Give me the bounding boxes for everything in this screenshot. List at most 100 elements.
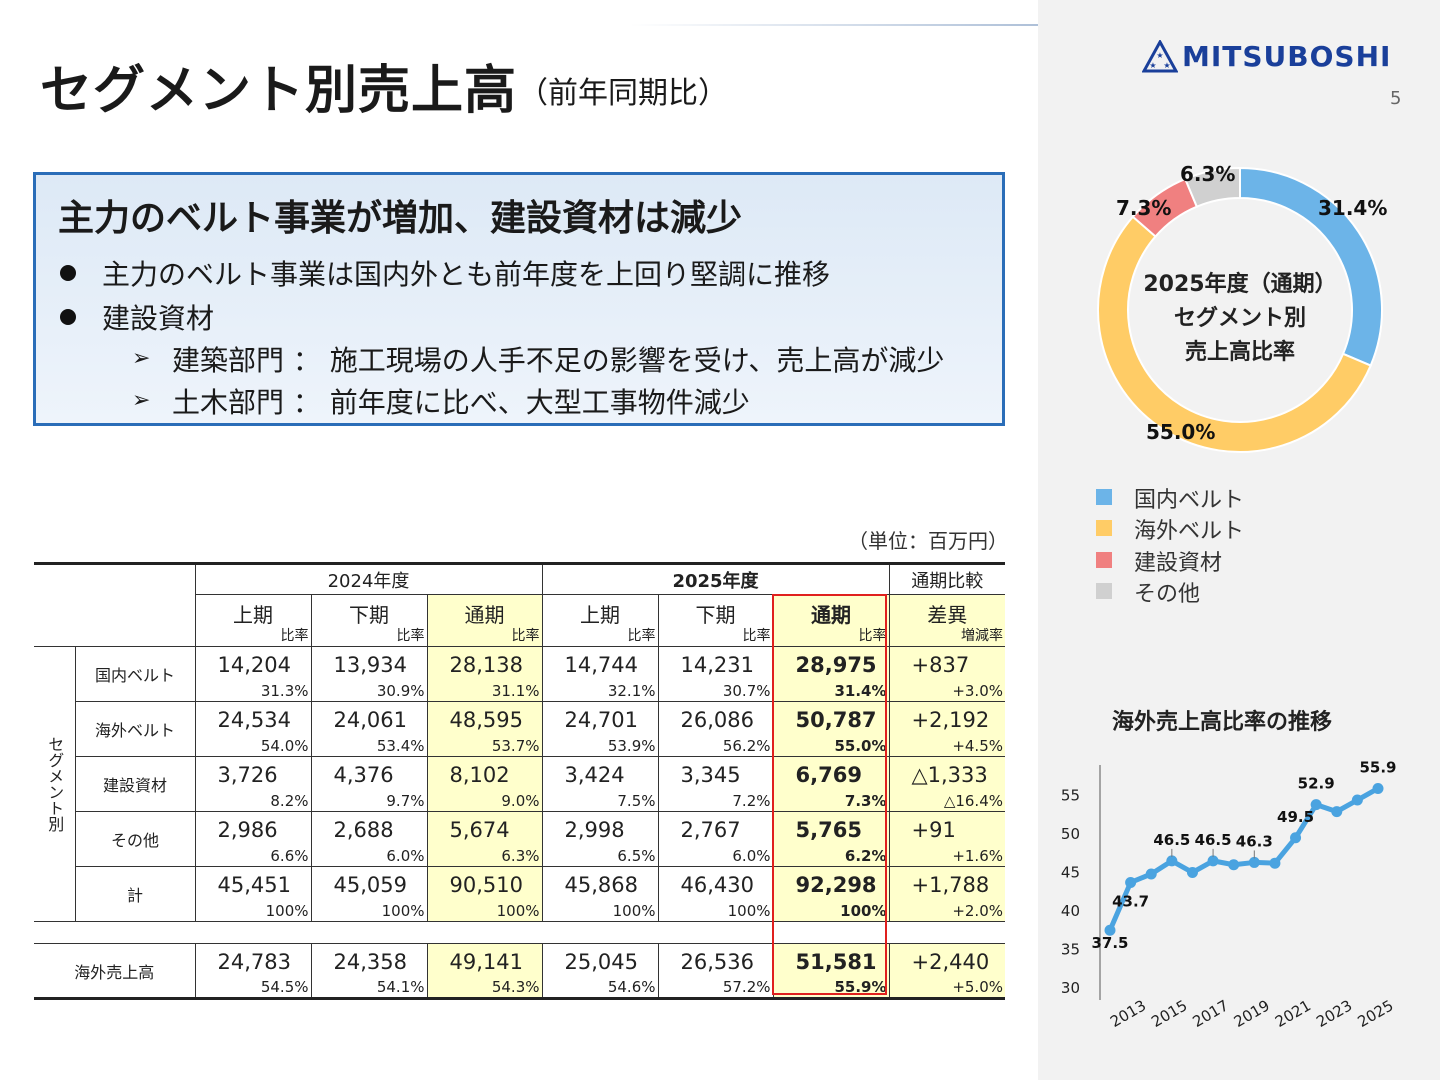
cell-value: 2,998 <box>564 818 625 842</box>
spacer-cell <box>542 921 658 944</box>
cell-ratio: 31.3% <box>260 682 309 700</box>
slice-label-other: 6.3% <box>1180 162 1236 186</box>
triangle-stars-icon: ★ ★ ★ <box>1142 40 1178 73</box>
column-header-sub: 比率 <box>742 628 771 644</box>
slice-label-overseas: 55.0% <box>1146 420 1216 444</box>
overseas-sales-row: 海外売上高 24,783 54.5% 24,358 54.1% 49,141 54.3% 25… <box>34 943 1005 1000</box>
column-header-sub: 比率 <box>280 628 309 644</box>
cell-ratio: 53.9% <box>607 737 656 755</box>
spacer-cell <box>34 921 75 944</box>
row-label: その他 <box>74 811 196 867</box>
donut-slice-other <box>1183 166 1241 208</box>
cell-ratio: 6.0% <box>386 847 425 865</box>
table-row: 海外ベルト 24,534 54.0% 24,061 53.4% 48,595 53.7% 24… <box>34 701 1005 757</box>
row-label: 建設資材 <box>74 756 196 812</box>
point-data-label: 46.5 <box>1195 831 1232 849</box>
slice-label-domestic: 31.4% <box>1318 196 1388 220</box>
x-tick-label: 2025 <box>1354 996 1396 1031</box>
cell-value: 5,765 <box>795 818 862 842</box>
cell-ratio: +4.5% <box>952 737 1003 755</box>
table-cell: 3,726 8.2% <box>194 756 312 812</box>
cell-ratio: 31.4% <box>834 682 887 700</box>
cell-ratio: 100% <box>727 902 771 920</box>
cell-value: 3,424 <box>564 763 625 787</box>
summary-box: 主力のベルト事業が増加、建設資材は減少 主力のベルト事業は国内外とも前年度を上回… <box>33 172 1005 426</box>
y-tick-label: 35 <box>1061 940 1080 958</box>
cell-value: +2,440 <box>911 950 990 974</box>
cell-value: +1,788 <box>911 873 990 897</box>
table-cell: 24,534 54.0% <box>194 701 312 757</box>
row-label: 海外ベルト <box>74 701 196 757</box>
cell-ratio: 9.0% <box>501 792 540 810</box>
spacer-cell <box>658 921 773 944</box>
cell-ratio: +3.0% <box>952 682 1003 700</box>
column-header-label: 通期 <box>811 603 851 627</box>
series-point <box>1207 855 1219 867</box>
table-cell: △1,333 △16.4% <box>888 756 1005 812</box>
table-cell: 8,102 9.0% <box>426 756 543 812</box>
table-cell: 3,345 7.2% <box>657 756 774 812</box>
y-tick-label: 40 <box>1061 902 1080 920</box>
bullet-dot-icon <box>60 265 76 281</box>
cell-value: 14,231 <box>680 653 754 677</box>
svg-text:★: ★ <box>1156 51 1163 60</box>
cell-ratio: 6.6% <box>270 847 309 865</box>
segment-group-label: セグメント別 <box>34 646 76 922</box>
cell-ratio: +5.0% <box>952 978 1003 996</box>
column-header: 下期 比率 <box>657 594 774 647</box>
sub-bullet-text: 土木部門 ： 前年度に比べ、大型工事物件減少 <box>172 386 750 419</box>
point-data-label: 46.3 <box>1236 832 1273 850</box>
cell-value: 3,726 <box>217 763 278 787</box>
cell-ratio: 6.2% <box>844 847 887 865</box>
cell-ratio: 54.5% <box>260 978 309 996</box>
cell-ratio: 8.2% <box>270 792 309 810</box>
y-tick-label: 45 <box>1061 863 1080 881</box>
donut-title-line: セグメント別 <box>1173 306 1306 331</box>
column-header-label: 通期 <box>464 603 505 627</box>
donut-slice-overseas <box>1097 215 1372 453</box>
point-data-label: 46.5 <box>1153 831 1190 849</box>
cell-value: 4,376 <box>333 763 394 787</box>
cell-ratio: 55.0% <box>834 737 887 755</box>
table-cell: 2,767 6.0% <box>657 811 774 867</box>
table-cell: 50,787 55.0% <box>772 701 890 757</box>
series-point <box>1186 866 1198 878</box>
spacer-cell <box>311 921 427 944</box>
table-cell: 5,674 6.3% <box>426 811 543 867</box>
table-cell: 5,765 6.2% <box>772 811 890 867</box>
column-header-label: 上期 <box>233 603 273 627</box>
table-cell: 2,986 6.6% <box>194 811 312 867</box>
cell-value: 50,787 <box>795 708 877 732</box>
cell-ratio: 30.7% <box>722 682 771 700</box>
cell-value: 13,934 <box>333 653 407 677</box>
donut-title-line: 2025年度（通期） <box>1143 272 1337 297</box>
series-point <box>1290 832 1302 844</box>
x-tick-label: 2019 <box>1231 996 1273 1031</box>
table-cell: 46,430 100% <box>657 866 774 922</box>
cell-ratio: 57.2% <box>722 978 771 996</box>
table-cell: 2,688 6.0% <box>310 811 428 867</box>
cell-value: 2,986 <box>217 818 278 842</box>
cell-value: 45,451 <box>217 873 291 897</box>
unit-note: （単位：百万円） <box>848 529 1008 553</box>
arrow-bullet-icon: ➢ <box>132 388 151 413</box>
table-cell: 24,358 54.1% <box>310 943 428 1000</box>
cell-ratio: 9.7% <box>386 792 425 810</box>
logo-text: MITSUBOSHI <box>1182 40 1392 73</box>
cell-ratio: 6.5% <box>617 847 656 865</box>
cell-value: +837 <box>911 653 970 677</box>
table-cell: 6,769 7.3% <box>772 756 890 812</box>
cell-value: 24,783 <box>217 950 291 974</box>
table-cell: 48,595 53.7% <box>426 701 543 757</box>
table-cell: 28,138 31.1% <box>426 646 543 702</box>
cell-value: 5,674 <box>449 818 510 842</box>
y-tick-label: 50 <box>1061 825 1080 843</box>
cell-value: 26,086 <box>680 708 754 732</box>
summary-headline: 主力のベルト事業が増加、建設資材は減少 <box>58 198 743 239</box>
table-cell: 13,934 30.9% <box>310 646 428 702</box>
cell-ratio: +2.0% <box>952 902 1003 920</box>
table-row: セグメント別 国内ベルト 14,204 31.3% 13,934 30.9% 28,138 3… <box>34 646 1005 922</box>
page-subtitle: （前年同期比） <box>518 76 728 111</box>
cell-ratio: 30.9% <box>376 682 425 700</box>
